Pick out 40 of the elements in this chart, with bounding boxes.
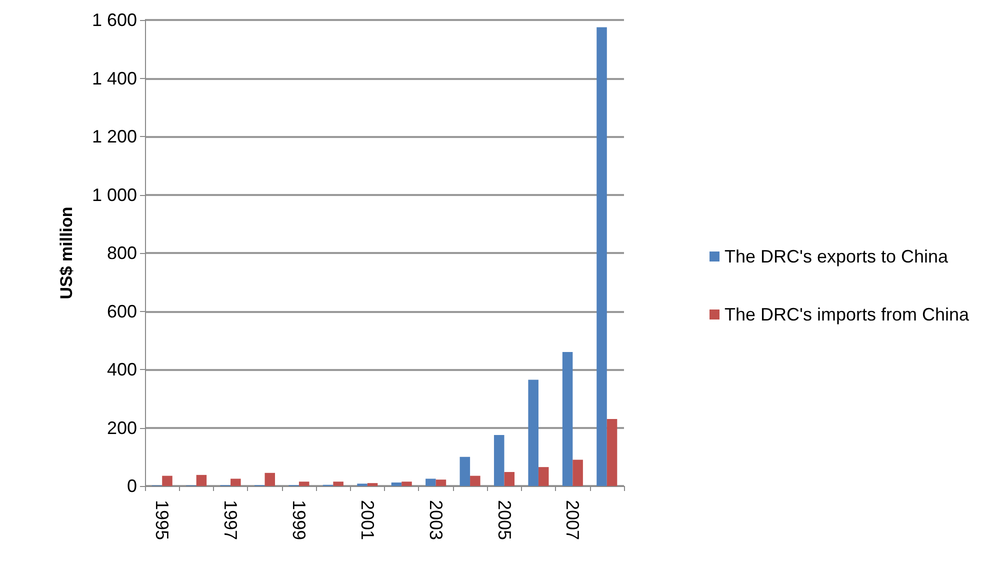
bar — [264, 472, 276, 486]
bar — [391, 482, 402, 486]
bar — [504, 472, 515, 486]
bar — [572, 460, 583, 486]
x-tick-label: 2001 — [357, 500, 378, 540]
bar — [538, 467, 549, 486]
y-tick-label: 1 000 — [92, 184, 137, 205]
bar — [162, 476, 172, 486]
y-tick-label: 1 200 — [92, 126, 137, 146]
bar — [596, 27, 607, 486]
bar — [333, 482, 344, 486]
bar — [230, 478, 241, 486]
bar — [436, 480, 446, 486]
y-axis-title: US$ million — [57, 206, 76, 300]
legend-label: The DRC's imports from China — [724, 304, 970, 324]
bar — [426, 478, 436, 486]
y-tick-label: 200 — [106, 418, 137, 438]
bar — [606, 419, 618, 486]
bar — [528, 380, 538, 486]
y-tick-label: 400 — [106, 360, 137, 380]
y-tick-label: 1 400 — [92, 68, 137, 88]
x-tick-label: 1999 — [288, 500, 309, 540]
bar — [470, 476, 480, 486]
bar — [562, 352, 573, 486]
y-tick-label: 800 — [106, 243, 137, 263]
bar — [494, 435, 504, 486]
y-tick-label: 0 — [126, 476, 137, 496]
bar — [460, 456, 470, 486]
x-tick-label: 1997 — [220, 500, 241, 540]
x-tick-label: 1995 — [152, 500, 172, 540]
legend-label: The DRC's exports to China — [724, 246, 950, 266]
x-tick-label: 2007 — [562, 500, 583, 540]
x-tick-label: 2003 — [426, 500, 446, 540]
y-tick-label: 600 — [106, 301, 137, 322]
x-tick-label: 2005 — [494, 500, 514, 540]
bar — [367, 483, 378, 486]
y-tick-label: 1 600 — [92, 10, 137, 30]
bar — [196, 474, 207, 486]
bar — [402, 482, 412, 486]
bar — [298, 482, 310, 486]
